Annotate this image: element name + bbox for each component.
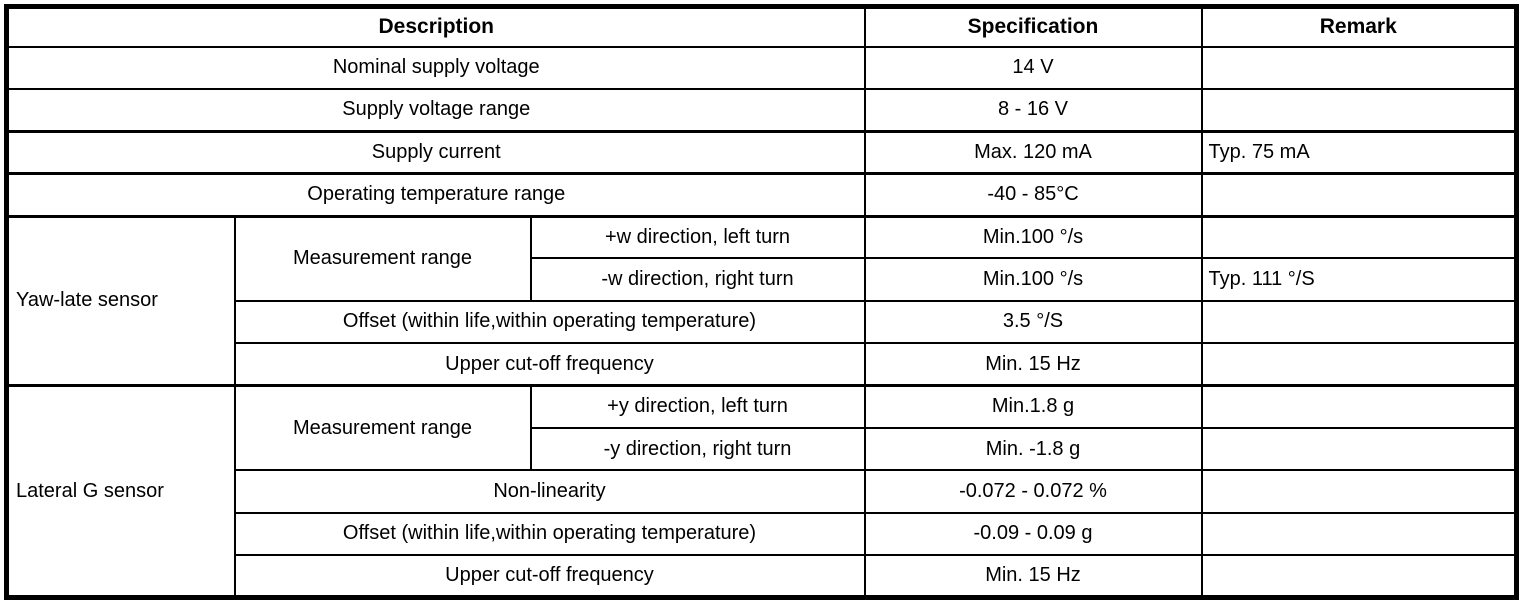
description-cell: Operating temperature range <box>5 172 866 218</box>
table-header-row: Description Specification Remark <box>5 5 1518 48</box>
remark-cell <box>1200 511 1518 557</box>
remark-cell <box>1200 45 1518 90</box>
description-cell: Supply current <box>5 130 866 176</box>
specification-cell: Min.1.8 g <box>863 384 1203 429</box>
description-cell: Upper cut-off frequency <box>233 554 866 599</box>
specification-cell: Min. -1.8 g <box>863 426 1203 472</box>
table-row: Supply voltage range 8 - 16 V <box>5 87 1518 133</box>
remark-cell <box>1200 87 1518 133</box>
specification-cell: Min. 15 Hz <box>863 342 1203 388</box>
description-cell: Offset (within life,within operating tem… <box>233 511 866 557</box>
condition-cell: -w direction, right turn <box>529 257 866 302</box>
condition-cell: +w direction, left turn <box>529 214 866 260</box>
sensor-specification-table: Description Specification Remark Nominal… <box>4 4 1519 600</box>
remark-cell <box>1200 342 1518 388</box>
specification-cell: 8 - 16 V <box>863 87 1203 133</box>
measurement-range-cell: Measurement range <box>233 215 532 302</box>
description-cell: Offset (within life,within operating tem… <box>233 299 866 345</box>
specification-cell: -0.072 - 0.072 % <box>863 469 1203 514</box>
remark-cell <box>1200 299 1518 345</box>
specification-cell: Min.100 °/s <box>863 257 1203 302</box>
sensor-name-cell: Yaw-late sensor <box>5 215 236 387</box>
table-row: Operating temperature range -40 - 85°C <box>5 172 1518 218</box>
table-row: Lateral G sensor Measurement range +y di… <box>5 384 1518 599</box>
description-cell: Supply voltage range <box>5 87 866 133</box>
table-row: -w direction, right turn Min.100 °/s Typ… <box>7 257 1518 302</box>
table-row: Yaw-late sensor Measurement range +w dir… <box>5 214 1518 387</box>
description-cell: Non-linearity <box>233 469 866 514</box>
remark-cell <box>1200 172 1518 218</box>
header-specification: Specification <box>863 5 1203 48</box>
table-row: Offset (within life,within operating tem… <box>7 511 1518 557</box>
description-cell: Nominal supply voltage <box>5 45 866 90</box>
specification-cell: -40 - 85°C <box>863 172 1203 218</box>
description-cell: Upper cut-off frequency <box>233 342 866 388</box>
table-row: Offset (within life,within operating tem… <box>7 299 1518 345</box>
table-row: -y direction, right turn Min. -1.8 g <box>7 426 1518 472</box>
table-row: Non-linearity -0.072 - 0.072 % <box>7 469 1518 514</box>
remark-cell <box>1200 384 1518 429</box>
condition-cell: +y direction, left turn <box>529 384 866 429</box>
table-row: Upper cut-off frequency Min. 15 Hz <box>7 342 1518 388</box>
specification-cell: Max. 120 mA <box>863 130 1203 176</box>
remark-cell <box>1200 426 1518 472</box>
header-description: Description <box>5 5 866 48</box>
specification-cell: Min. 15 Hz <box>863 554 1203 599</box>
specification-cell: 3.5 °/S <box>863 299 1203 345</box>
remark-cell: Typ. 111 °/S <box>1200 257 1518 302</box>
specification-cell: Min.100 °/s <box>863 214 1203 260</box>
condition-cell: -y direction, right turn <box>529 426 866 472</box>
specification-cell: 14 V <box>863 45 1203 90</box>
remark-cell <box>1200 554 1518 599</box>
specification-cell: -0.09 - 0.09 g <box>863 511 1203 557</box>
header-remark: Remark <box>1200 5 1518 48</box>
sensor-name-cell: Lateral G sensor <box>5 384 236 599</box>
remark-cell: Typ. 75 mA <box>1200 130 1518 176</box>
remark-cell <box>1200 469 1518 514</box>
remark-cell <box>1200 214 1518 260</box>
table-row: Supply current Max. 120 mA Typ. 75 mA <box>5 130 1518 176</box>
measurement-range-cell: Measurement range <box>233 384 532 472</box>
table-row: Upper cut-off frequency Min. 15 Hz <box>7 554 1518 599</box>
table-row: Nominal supply voltage 14 V <box>5 45 1518 90</box>
